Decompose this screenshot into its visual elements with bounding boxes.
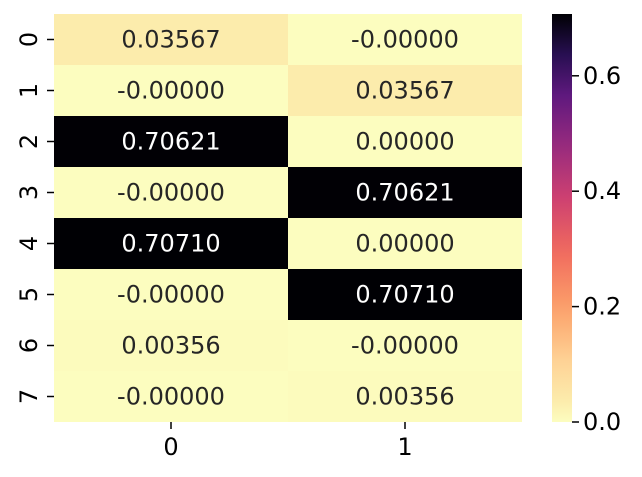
colorbar-tick-label: 0.0 [583, 408, 621, 436]
heatmap-cell [54, 269, 288, 320]
y-axis: 0 1 2 3 4 5 6 7 [15, 32, 54, 404]
cell-value-label: 0.03567 [355, 77, 454, 105]
heatmap-cell [288, 218, 522, 269]
y-tick-label: 3 [15, 185, 43, 200]
y-tick-label: 6 [15, 338, 43, 353]
heatmap-cell [288, 65, 522, 116]
heatmap-cell [288, 320, 522, 371]
x-tick-label: 1 [397, 433, 412, 461]
heatmap-cell [288, 14, 522, 65]
heatmap-cell [288, 371, 522, 422]
cell-value-label: 0.00000 [355, 230, 454, 258]
heatmap-cell [54, 320, 288, 371]
y-tick-label: 5 [15, 287, 43, 302]
cell-value-label: -0.00000 [117, 77, 225, 105]
heatmap-cell [54, 218, 288, 269]
heatmap-cell [54, 371, 288, 422]
cell-value-label: -0.00000 [351, 332, 459, 360]
y-tick-label: 7 [15, 389, 43, 404]
cell-value-label: -0.00000 [117, 281, 225, 309]
cell-value-label: -0.00000 [117, 179, 225, 207]
y-tick-label: 4 [15, 236, 43, 251]
heatmap-cell [288, 167, 522, 218]
x-tick-label: 0 [163, 433, 178, 461]
cell-value-label: -0.00000 [351, 26, 459, 54]
heatmap-cell [54, 116, 288, 167]
cell-value-label: 0.03567 [121, 26, 220, 54]
colorbar-tick-label: 0.4 [583, 177, 621, 205]
heatmap-cells [54, 14, 522, 422]
cell-value-label: 0.70621 [355, 179, 454, 207]
cell-value-label: 0.70710 [355, 281, 454, 309]
heatmap-cell [288, 269, 522, 320]
cell-value-label: 0.00000 [355, 128, 454, 156]
colorbar-scale [552, 14, 572, 422]
y-tick-label: 1 [15, 83, 43, 98]
heatmap-cell [288, 116, 522, 167]
heatmap-cell [54, 14, 288, 65]
cell-value-label: 0.70710 [121, 230, 220, 258]
heatmap-cell [54, 65, 288, 116]
heatmap-cell [54, 167, 288, 218]
cell-value-label: 0.00356 [355, 383, 454, 411]
colorbar: 0.0 0.2 0.4 0.6 [552, 14, 621, 436]
colorbar-tick-label: 0.2 [583, 293, 621, 321]
colorbar-tick-label: 0.6 [583, 62, 621, 90]
heatmap-cell-labels: 0.03567 -0.00000 -0.00000 0.03567 0.70621 0.0… [117, 26, 459, 411]
y-tick-label: 2 [15, 134, 43, 149]
cell-value-label: -0.00000 [117, 383, 225, 411]
cell-value-label: 0.00356 [121, 332, 220, 360]
cell-value-label: 0.70621 [121, 128, 220, 156]
y-tick-label: 0 [15, 32, 43, 47]
